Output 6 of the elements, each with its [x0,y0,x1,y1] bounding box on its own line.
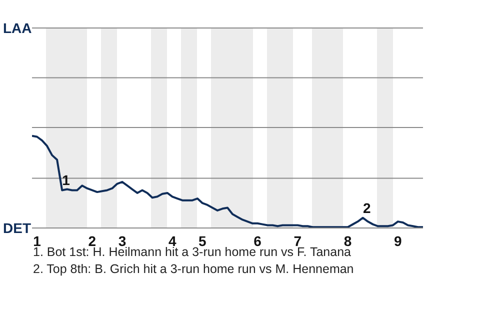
x-tick-label: 9 [394,232,402,249]
annotation: 2 [362,200,371,216]
text: 2. Top 8th: B. Grich hit a 3-run home run vs M. Henneman [33,261,355,278]
text: LAA [3,20,32,36]
annotation: 1 [62,172,70,188]
text: DET [3,220,31,236]
